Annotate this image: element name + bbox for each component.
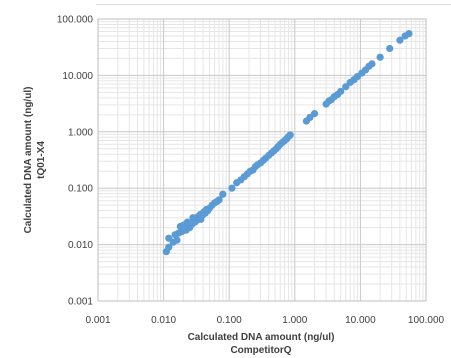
y-tick-label: 0.100 [68,184,93,195]
x-tick-label: 100.000 [408,315,445,326]
x-axis-ticks: 0.001 0.010 0.100 1.000 10.000 100.000 [85,315,444,326]
data-point [386,44,394,53]
data-point [215,196,223,204]
data-point [165,243,173,251]
plot-area-frame [97,18,427,302]
x-axis-subtitle: CompetitorQ [230,345,291,356]
x-axis-title: Calculated DNA amount (ng/ul) [188,332,335,343]
data-point [310,110,319,118]
y-tick-label: 10.000 [62,71,93,82]
data-point [173,236,181,244]
y-axis-title: Calculated DNA amount (ng/ul) [23,87,34,234]
y-axis-ticks: 0.001 0.010 0.100 1.000 10.000 100.000 [57,15,94,308]
y-tick-label: 0.001 [68,297,93,308]
data-point [286,131,294,139]
y-tick-label: 100.000 [57,15,94,26]
x-tick-label: 0.100 [217,315,242,326]
y-tick-label: 0.010 [68,240,93,251]
minor-grid [98,19,426,301]
data-point [228,184,236,192]
data-point [337,87,345,96]
data-point [376,53,384,61]
data-point [368,60,376,68]
x-tick-label: 0.001 [85,315,110,326]
y-axis-subtitle: tQ01-X4 [36,141,47,179]
y-tick-label: 1.000 [68,127,93,138]
data-point [219,190,227,198]
x-tick-label: 0.010 [151,315,176,326]
x-tick-label: 10.000 [345,315,376,326]
data-point [396,36,404,44]
data-point [405,30,413,38]
x-tick-label: 1.000 [282,315,307,326]
data-points [162,30,413,256]
top-rule [96,4,451,5]
